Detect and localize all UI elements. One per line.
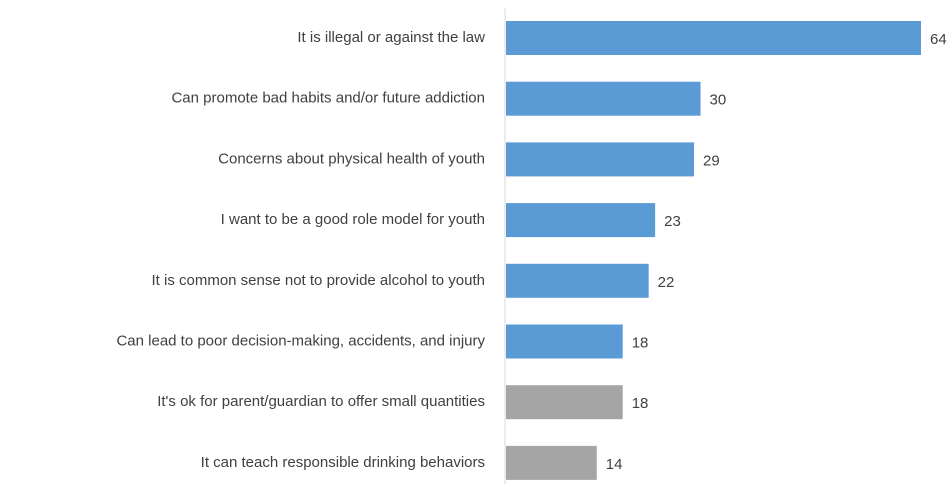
bar-6 (506, 385, 623, 420)
bar-4 (506, 263, 649, 298)
value-label-6: 18 (632, 395, 649, 412)
value-label-1: 30 (710, 92, 727, 109)
category-label-4: It is common sense not to provide alcoho… (151, 272, 485, 289)
bar-7 (506, 445, 597, 480)
category-label-7: It can teach responsible drinking behavi… (201, 454, 485, 471)
bar-2 (506, 142, 695, 177)
bar-0 (506, 21, 921, 55)
value-label-4: 22 (658, 274, 675, 291)
bar-3 (506, 203, 656, 238)
category-label-1: Can promote bad habits and/or future add… (171, 90, 485, 107)
value-label-3: 23 (664, 213, 681, 230)
value-label-5: 18 (632, 334, 649, 351)
category-label-5: Can lead to poor decision-making, accide… (116, 332, 485, 349)
category-label-3: I want to be a good role model for youth (221, 211, 485, 228)
value-label-2: 29 (703, 152, 720, 169)
category-label-0: It is illegal or against the law (297, 29, 485, 46)
value-label-7: 14 (606, 456, 623, 473)
category-label-6: It's ok for parent/guardian to offer sma… (157, 393, 485, 410)
value-label-0: 64 (930, 31, 947, 48)
category-label-2: Concerns about physical health of youth (218, 150, 485, 167)
bar-5 (506, 324, 623, 359)
bar-1 (506, 81, 701, 116)
